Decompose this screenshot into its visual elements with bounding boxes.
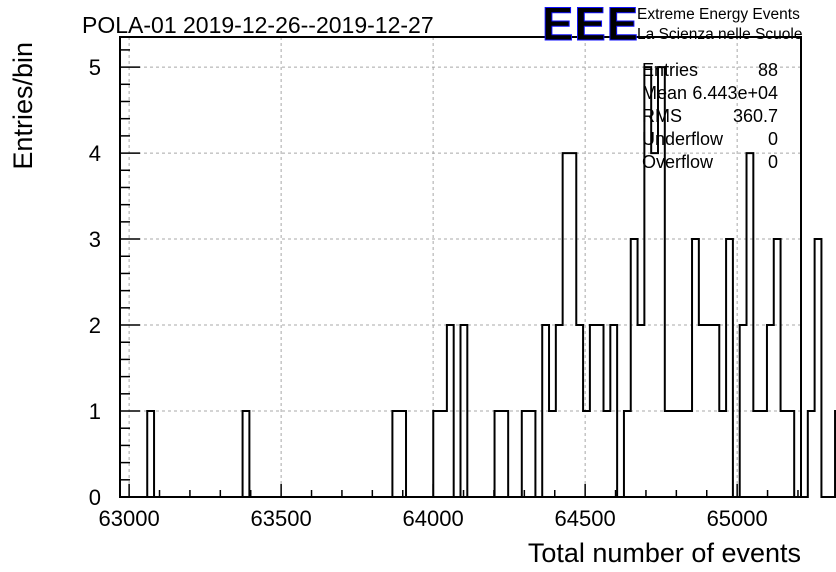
stats-underflow-label: Underflow xyxy=(642,129,724,149)
plot-frame xyxy=(119,36,802,498)
x-tick-label: 64000 xyxy=(403,506,464,531)
stats-entries-value: 88 xyxy=(758,60,778,80)
stats-overflow-value: 0 xyxy=(768,152,778,172)
x-tick-label: 63500 xyxy=(251,506,312,531)
stats-overflow-label: Overflow xyxy=(642,152,714,172)
eee-logo: EEE Extreme Energy Events La Scienza nel… xyxy=(542,0,803,51)
stats-rms-value: 360.7 xyxy=(733,106,778,126)
stats-rms-label: RMS xyxy=(642,106,682,126)
stats-entries-label: Entries xyxy=(642,60,698,80)
x-axis-label: Total number of events xyxy=(528,538,801,568)
y-tick-label: 4 xyxy=(89,141,101,166)
y-tick-label: 1 xyxy=(89,399,101,424)
grid-lines xyxy=(120,37,801,497)
y-tick-label: 3 xyxy=(89,227,101,252)
x-tick-label: 65000 xyxy=(707,506,768,531)
x-tick-label: 63000 xyxy=(99,506,160,531)
stats-box: Entries 88 Mean 6.443e+04 RMS 360.7 Unde… xyxy=(642,60,778,172)
tick-labels: 63000 63500 64000 64500 65000 0 1 2 3 4 5 xyxy=(89,55,768,531)
y-tick-label: 5 xyxy=(89,55,101,80)
logo-line-2: La Scienza nelle Scuole xyxy=(637,26,802,43)
stats-mean-value: 6.443e+04 xyxy=(692,83,778,103)
eee-logo-mark: EEE xyxy=(542,0,639,50)
chart-title: POLA-01 2019-12-26--2019-12-27 xyxy=(82,12,434,38)
y-axis-label: Entries/bin xyxy=(8,42,38,170)
y-tick-label: 0 xyxy=(89,485,101,510)
stats-underflow-value: 0 xyxy=(768,129,778,149)
stats-mean-label: Mean xyxy=(642,83,687,103)
histogram-series-line xyxy=(120,66,836,498)
axis-ticks xyxy=(120,49,799,498)
logo-line-1: Extreme Energy Events xyxy=(637,6,800,23)
y-tick-label: 2 xyxy=(89,313,101,338)
x-tick-label: 64500 xyxy=(555,506,616,531)
